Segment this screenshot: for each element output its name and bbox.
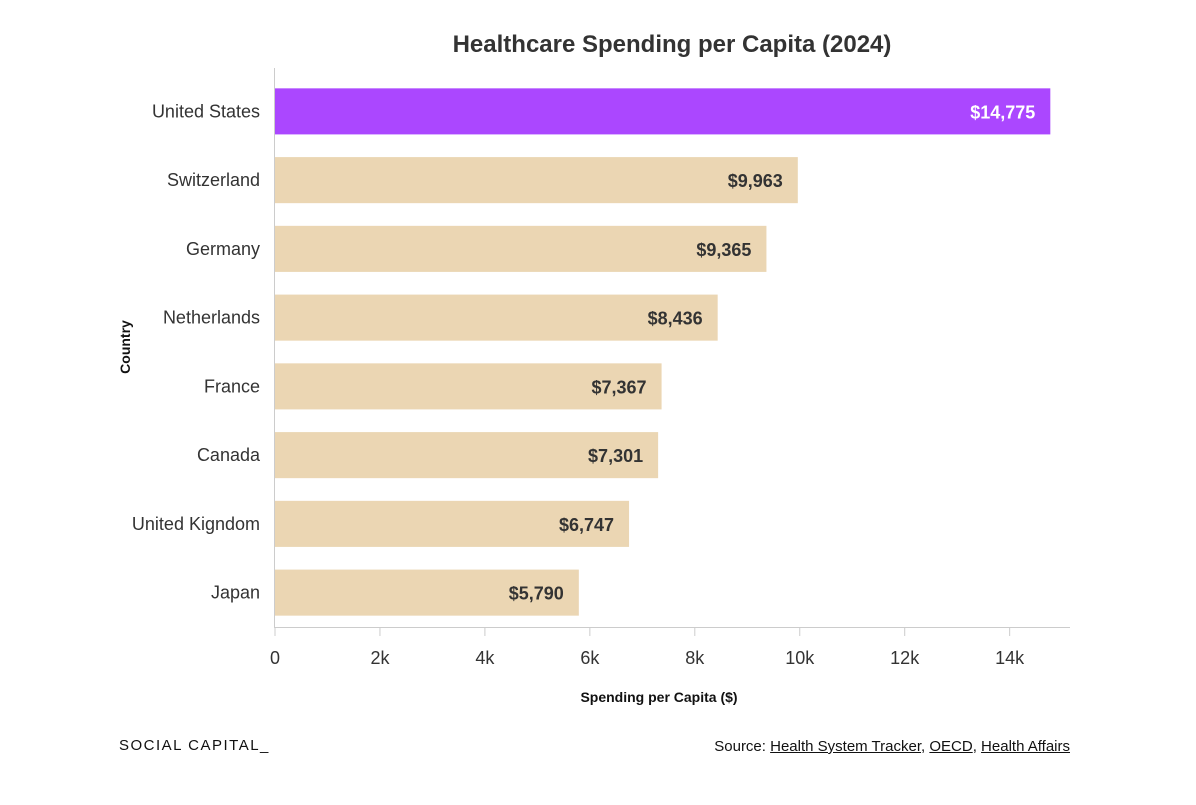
source-link-health-system-tracker[interactable]: Health System Tracker: [770, 738, 922, 755]
category-label: Germany: [186, 239, 260, 259]
source-prefix: Source:: [714, 738, 771, 755]
x-axis-title: Spending per Capita ($): [580, 689, 737, 705]
source-separator: ,: [972, 738, 982, 755]
bar-japan: [275, 569, 579, 616]
brand-logo: SOCIAL CAPITAL_: [119, 737, 270, 754]
x-tick-label: 14k: [995, 648, 1025, 668]
bar-canada: [275, 432, 659, 479]
source-separator: ,: [921, 738, 930, 755]
category-label: Canada: [197, 445, 261, 465]
bars-group: United States $14,775 Switzerland $9,963 Ger…: [132, 88, 1051, 616]
bar-france: [275, 363, 662, 410]
bar-united-states: [275, 88, 1051, 135]
x-tick-label: 2k: [370, 648, 390, 668]
data-label: $14,775: [970, 102, 1035, 122]
category-label: Netherlands: [163, 308, 260, 328]
data-label: $7,301: [588, 446, 643, 466]
source-link-oecd[interactable]: OECD: [929, 738, 973, 755]
data-label: $8,436: [648, 309, 703, 329]
x-tick-label: 6k: [580, 648, 600, 668]
bar-switzerland: [275, 157, 798, 204]
bar-united-kigndom: [275, 500, 630, 547]
category-label: United Kigndom: [132, 514, 260, 534]
data-label: $7,367: [592, 377, 647, 397]
category-label: Switzerland: [167, 170, 260, 190]
data-label: $9,963: [728, 171, 783, 191]
source-credit: Source: Health System Tracker, OECD, Hea…: [714, 738, 1070, 755]
bar-netherlands: [275, 294, 718, 341]
data-label: $9,365: [696, 240, 751, 260]
category-label: Japan: [211, 583, 260, 603]
x-tick-label: 0: [270, 648, 280, 668]
x-tick-label: 12k: [890, 648, 920, 668]
data-label: $6,747: [559, 515, 614, 535]
x-tick-label: 8k: [685, 648, 705, 668]
x-tick-label: 4k: [475, 648, 495, 668]
category-label: United States: [152, 101, 260, 121]
x-tick-label: 10k: [785, 648, 815, 668]
bar-germany: [275, 225, 767, 272]
category-label: France: [204, 376, 260, 396]
y-axis-title: Country: [117, 320, 133, 374]
source-link-health-affairs[interactable]: Health Affairs: [981, 738, 1070, 755]
chart-title: Healthcare Spending per Capita (2024): [453, 31, 892, 58]
x-ticks-group: 0 2k 4k 6k 8k 10k 12k 14k: [270, 627, 1025, 668]
data-label: $5,790: [509, 584, 564, 604]
